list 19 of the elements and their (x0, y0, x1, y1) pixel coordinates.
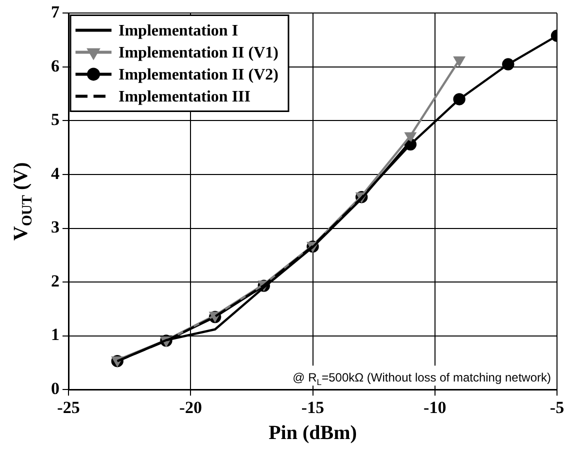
y-tick-label: 3 (51, 218, 60, 237)
y-axis-title: VOUT (V) (10, 162, 36, 241)
y-tick-label: 4 (51, 164, 60, 183)
x-tick-label: -25 (57, 398, 80, 418)
y-tick-label: 7 (51, 2, 60, 22)
x-tick-label: -15 (301, 398, 324, 418)
legend-label: Implementation I (118, 22, 238, 40)
legend-label: Implementation II (V2) (118, 66, 278, 84)
x-tick-label: -10 (424, 398, 446, 418)
x-tick-label: -20 (179, 398, 202, 418)
x-axis-title: Pin (dBm) (268, 422, 357, 444)
legend-label: Implementation III (118, 88, 251, 106)
legend-label: Implementation II (V1) (118, 44, 278, 62)
y-tick-label: 1 (51, 325, 60, 344)
y-tick-label: 2 (51, 271, 60, 290)
y-tick-label: 6 (51, 56, 60, 76)
x-tick-label: -5 (550, 398, 564, 418)
y-tick-label: 5 (51, 110, 60, 130)
y-tick-label: 0 (51, 378, 60, 398)
